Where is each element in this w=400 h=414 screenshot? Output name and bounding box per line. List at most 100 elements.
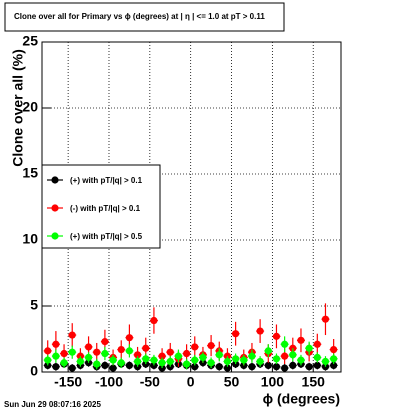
marker (182, 360, 191, 368)
marker (240, 356, 248, 364)
marker (52, 340, 60, 348)
x-tick-label: 150 (302, 374, 326, 390)
marker (297, 356, 305, 364)
x-tick-label: -150 (54, 374, 82, 390)
legend-marker (51, 232, 59, 240)
marker (297, 336, 305, 344)
marker (232, 355, 240, 363)
marker (289, 361, 297, 369)
marker (93, 348, 101, 356)
x-tick-label: 0 (187, 374, 195, 390)
marker (44, 347, 52, 355)
marker (248, 352, 256, 360)
marker (264, 361, 272, 369)
marker (313, 340, 321, 348)
marker (117, 345, 125, 354)
title-box (4, 2, 285, 32)
marker (101, 338, 109, 346)
marker (191, 343, 199, 351)
marker (52, 352, 60, 360)
marker (215, 363, 223, 371)
legend: (+) with pT/|q| > 0.1 (-) with pT/|q| > 0… (41, 164, 161, 249)
marker (52, 363, 60, 371)
y-tick-label: 10 (22, 231, 38, 247)
marker (207, 359, 215, 367)
marker (84, 353, 93, 362)
y-tick-label: 15 (22, 165, 38, 181)
marker (248, 363, 256, 371)
marker (158, 359, 166, 367)
y-tick-label: 20 (22, 99, 38, 115)
x-tick-label: -50 (140, 374, 160, 390)
marker (109, 356, 117, 364)
timestamp: Sun Jun 29 08:07:16 2025 (4, 400, 101, 409)
marker (44, 356, 52, 364)
x-tick-label: 50 (224, 374, 240, 390)
marker (256, 327, 264, 335)
marker (60, 359, 68, 367)
marker (305, 344, 313, 352)
legend-label: (+) with pT/|q| > 0.1 (70, 176, 143, 185)
marker (142, 355, 150, 363)
marker (84, 343, 93, 351)
marker (68, 331, 76, 339)
marker (158, 352, 166, 360)
marker (125, 347, 134, 355)
y-tick-label: 25 (22, 33, 38, 49)
marker (305, 363, 313, 371)
marker (68, 348, 76, 356)
marker (313, 353, 321, 362)
marker (174, 352, 183, 360)
marker (330, 355, 338, 363)
marker (133, 357, 142, 366)
marker (199, 353, 207, 362)
marker (68, 364, 76, 372)
marker (76, 357, 84, 366)
marker (93, 360, 101, 368)
marker (313, 361, 321, 369)
marker (281, 364, 289, 372)
marker (191, 363, 199, 371)
x-axis-label: ϕ (degrees) (263, 391, 340, 407)
marker (142, 344, 150, 352)
marker (133, 351, 142, 359)
y-tick-label: 5 (30, 297, 38, 313)
marker (101, 361, 109, 369)
marker (321, 357, 330, 366)
marker (109, 364, 117, 372)
legend-marker (51, 204, 59, 212)
legend-marker (51, 176, 59, 184)
marker (281, 340, 289, 348)
marker (232, 330, 240, 338)
marker (207, 342, 215, 350)
marker (125, 361, 134, 369)
marker (321, 315, 330, 323)
legend-label: (-) with pT/|q| > 0.1 (70, 204, 141, 213)
marker (125, 334, 134, 342)
marker (101, 349, 109, 358)
marker (281, 352, 289, 360)
marker (223, 357, 232, 366)
marker (60, 349, 68, 358)
marker (272, 363, 281, 371)
marker (150, 316, 158, 325)
x-tick-label: 100 (261, 374, 285, 390)
marker (289, 351, 297, 359)
marker (272, 355, 281, 363)
chart-title: Clone over all for Primary vs ϕ (degrees… (14, 12, 265, 21)
marker (166, 348, 174, 356)
marker (182, 349, 191, 358)
marker (117, 359, 125, 367)
marker (150, 356, 158, 364)
marker (330, 361, 338, 369)
marker (215, 351, 223, 359)
y-axis-label: Clone over all (%) (10, 49, 26, 166)
marker (330, 345, 338, 354)
marker (166, 357, 174, 366)
marker (191, 356, 199, 364)
marker (223, 364, 232, 372)
legend-label: (+) with pT/|q| > 0.5 (70, 232, 143, 241)
marker (272, 332, 281, 340)
